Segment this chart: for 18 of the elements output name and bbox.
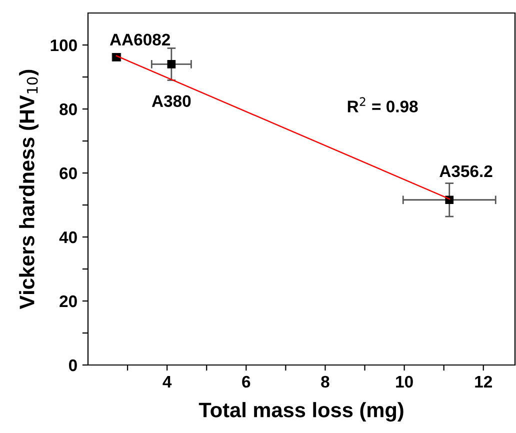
x-tick-label: 4 <box>162 376 172 388</box>
annotation: R$^{2}$ = 0.98 <box>348 97 418 112</box>
x-tick-label: 6 <box>242 376 250 388</box>
x-axis-title: Total mass loss (mg) <box>198 402 404 422</box>
point <box>167 60 176 68</box>
x-tick-label: 8 <box>321 376 330 388</box>
annotation: A356.2 <box>440 165 492 178</box>
y-tick-label: 0 <box>68 359 77 372</box>
y-tick-label: 100 <box>50 39 77 52</box>
y-tick-label: 20 <box>60 295 77 308</box>
annotation: AA6082 <box>110 34 170 46</box>
y-tick-label: 40 <box>59 231 77 244</box>
x-tick-label: 10 <box>396 376 413 388</box>
y-axis-title: Vickers hardness (HV$_{10}$) <box>19 70 39 310</box>
y-tick-label: 60 <box>60 167 77 180</box>
y-tick-label: 80 <box>60 103 77 116</box>
annotation: A380 <box>152 95 191 108</box>
x-tick-label: 12 <box>475 376 492 388</box>
